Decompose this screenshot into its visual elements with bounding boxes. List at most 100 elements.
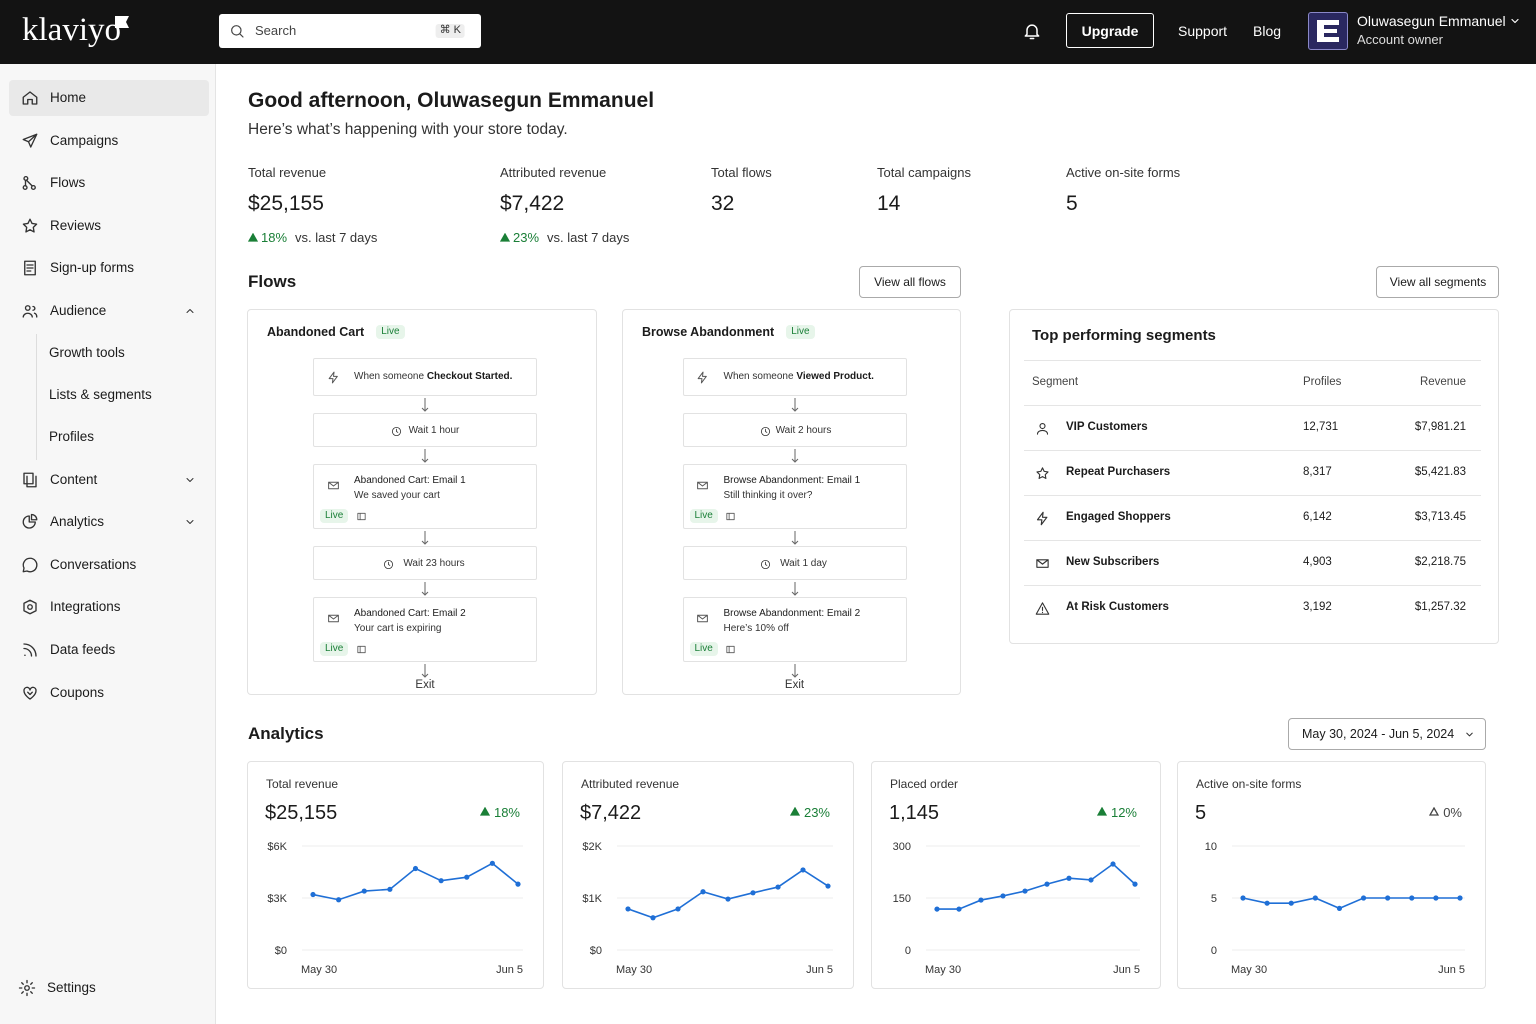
x-tick-label: May 30 bbox=[1231, 964, 1267, 976]
icon-shape bbox=[186, 520, 194, 525]
nav-item[interactable]: Home bbox=[50, 89, 87, 105]
flow-arrow bbox=[791, 664, 798, 678]
icon-shape bbox=[23, 643, 37, 657]
stat-compare: vs. last 7 days bbox=[295, 230, 378, 246]
nav-item[interactable]: Coupons bbox=[50, 684, 105, 700]
icon-down bbox=[1511, 18, 1519, 24]
y-tick-label: $2K bbox=[582, 841, 602, 853]
icon-shape bbox=[22, 176, 36, 191]
wait-text: Wait 2 hours bbox=[684, 424, 906, 438]
nav-item[interactable]: Flows bbox=[50, 175, 86, 191]
icon-analytics bbox=[22, 514, 38, 529]
icon-shape bbox=[22, 305, 38, 318]
icon-shape bbox=[356, 645, 366, 653]
nav-item[interactable]: Campaigns bbox=[50, 132, 119, 148]
icon-mail bbox=[1035, 558, 1049, 568]
upgrade-button[interactable]: Upgrade bbox=[1066, 13, 1154, 48]
icon-preview bbox=[726, 512, 735, 520]
icon-shape bbox=[23, 599, 37, 615]
data-point bbox=[1433, 895, 1439, 901]
icon-content bbox=[23, 472, 37, 488]
stat-compare: vs. last 7 days bbox=[547, 230, 630, 246]
divider bbox=[1024, 405, 1481, 406]
view-segments-button[interactable]: View all segments bbox=[1376, 266, 1499, 298]
stat-label: Active on-site forms bbox=[1066, 165, 1181, 181]
icon-shape bbox=[760, 426, 771, 436]
nav-item[interactable]: Integrations bbox=[50, 599, 121, 615]
data-point bbox=[625, 906, 631, 912]
flow-step: Browse Abandonment: Email 1 Still thinkin… bbox=[682, 464, 907, 529]
icon-feeds bbox=[23, 643, 37, 657]
nav-item[interactable]: Conversations bbox=[50, 556, 137, 572]
segments-title: Top performing segments bbox=[1032, 327, 1216, 344]
segment-profiles: 3,192 bbox=[1303, 601, 1332, 614]
top-bar: klaviyo Search ⌘ K Upgrade Support Blog Oluwas… bbox=[0, 0, 1536, 64]
divider bbox=[1024, 585, 1481, 586]
nav-item[interactable]: Analytics bbox=[50, 514, 105, 530]
nav-item[interactable]: Reviews bbox=[50, 217, 102, 233]
tree-line bbox=[36, 333, 37, 460]
x-tick-label: Jun 5 bbox=[1438, 964, 1465, 976]
data-point bbox=[412, 865, 419, 872]
icon-up bbox=[186, 309, 194, 313]
user-role: Account owner bbox=[1357, 32, 1443, 48]
column-header: Segment bbox=[1032, 376, 1079, 389]
x-tick-label: May 30 bbox=[616, 964, 652, 976]
icon-down bbox=[1465, 732, 1473, 736]
card-value: 1,145 bbox=[889, 802, 940, 824]
icon-shape bbox=[1024, 24, 1040, 40]
section-title: Analytics bbox=[248, 723, 324, 743]
trend-shape bbox=[1429, 807, 1440, 816]
wait-text: Wait 1 hour bbox=[314, 424, 536, 438]
flow-arrow-shape bbox=[791, 398, 798, 412]
flow-arrow-shape bbox=[791, 531, 798, 545]
top-link[interactable]: Support bbox=[1178, 22, 1228, 39]
trigger-text: When someone Checkout Started. bbox=[354, 370, 512, 384]
flow-arrow bbox=[791, 449, 798, 463]
nav-settings[interactable]: Settings bbox=[47, 979, 96, 995]
y-tick-label: $1K bbox=[582, 893, 602, 905]
wait-label: Wait 2 hours bbox=[775, 425, 832, 436]
trend-arrow bbox=[479, 807, 490, 816]
card-change: 23% bbox=[803, 805, 830, 821]
nav-item[interactable]: Data feeds bbox=[50, 641, 116, 657]
data-point bbox=[978, 897, 984, 903]
search-box[interactable]: Search ⌘ K bbox=[219, 14, 481, 48]
flow-arrow bbox=[421, 664, 429, 678]
segment-revenue: $7,981.21 bbox=[1414, 421, 1466, 434]
card-title: Attributed revenue bbox=[581, 776, 680, 791]
nav-item[interactable]: Sign-up forms bbox=[50, 260, 135, 276]
icon-shape bbox=[186, 309, 194, 313]
flow-arrow-shape bbox=[421, 398, 429, 412]
data-point bbox=[725, 896, 731, 902]
data-point bbox=[1088, 877, 1094, 883]
icon-preview bbox=[356, 512, 366, 520]
trend-line bbox=[937, 862, 1136, 910]
icon-down bbox=[186, 520, 194, 525]
icon-shape bbox=[383, 559, 393, 569]
nav-item[interactable]: Audience bbox=[50, 302, 107, 318]
analytics-card: Active on-site forms 5 0% 0 5 10 May 30 Jun 5 bbox=[1177, 761, 1486, 989]
column-header: Profiles bbox=[1303, 376, 1342, 389]
view-flows-button[interactable]: View all flows bbox=[859, 266, 961, 298]
data-point bbox=[934, 906, 940, 912]
top-link[interactable]: Blog bbox=[1253, 22, 1282, 39]
icon-integrations bbox=[23, 599, 37, 615]
icon-shape bbox=[356, 512, 366, 520]
greeting-title: Good afternoon, Oluwasegun Emmanuel bbox=[248, 89, 655, 113]
nav-subitem[interactable]: Growth tools bbox=[49, 344, 125, 360]
icon-star bbox=[1035, 466, 1049, 479]
icon-mail bbox=[697, 614, 708, 622]
wait-text: Wait 23 hours bbox=[314, 557, 536, 571]
icon-star bbox=[22, 218, 38, 233]
nav-item[interactable]: Content bbox=[50, 471, 98, 487]
flow-card: Browse Abandonment Live When someone Viewe… bbox=[622, 309, 961, 695]
line-chart: 0 150 300 May 30 Jun 5 bbox=[893, 841, 1140, 976]
icon-mail bbox=[697, 481, 708, 489]
date-range-picker[interactable]: May 30, 2024 - Jun 5, 2024 bbox=[1288, 718, 1486, 750]
sidebar: Home Campaigns Flows Reviews Sign-up forms Au… bbox=[0, 64, 216, 1024]
nav-subitem[interactable]: Lists & segments bbox=[49, 386, 152, 402]
stat-value: 32 bbox=[711, 192, 735, 216]
nav-subitem[interactable]: Profiles bbox=[49, 428, 95, 444]
